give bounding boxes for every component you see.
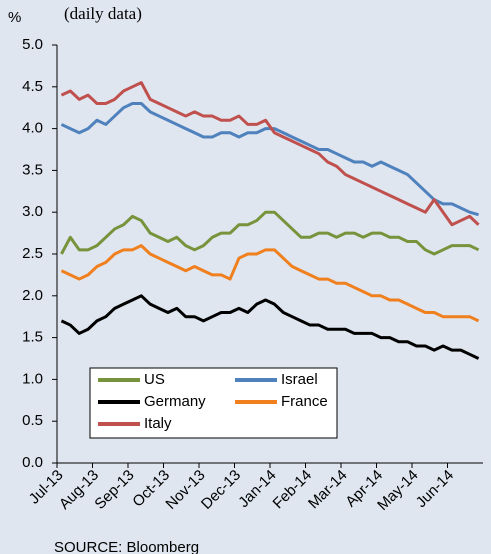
x-tick-label: Dec-13 <box>198 467 244 513</box>
x-tick-label: Jun-14 <box>413 467 457 511</box>
y-tick-label: 0.0 <box>22 454 43 471</box>
legend-label: France <box>281 393 328 410</box>
x-tick-label: Feb-14 <box>270 467 316 513</box>
y-tick-label: 5.0 <box>22 36 43 53</box>
series-line <box>60 81 480 227</box>
y-tick-label: 2.0 <box>22 287 43 304</box>
y-tick-label: 4.5 <box>22 78 43 95</box>
chart-subtitle: (daily data) <box>64 4 142 23</box>
source-note: SOURCE: Bloomberg <box>54 539 199 554</box>
y-tick-label: 1.5 <box>22 329 43 346</box>
series-line <box>60 102 479 217</box>
y-tick-label: 3.0 <box>22 203 43 220</box>
x-tick-label: May-14 <box>374 467 421 514</box>
legend-label: Italy <box>144 415 172 432</box>
legend-label: Germany <box>144 393 206 410</box>
series-line <box>60 244 480 323</box>
legend-label: US <box>144 371 165 388</box>
series-line <box>60 294 480 360</box>
y-tick-label: 2.5 <box>22 245 43 262</box>
y-tick-label: 3.5 <box>22 161 43 178</box>
y-unit: % <box>8 9 21 26</box>
series-line <box>60 210 480 256</box>
y-tick-label: 4.0 <box>22 120 43 137</box>
y-tick-label: 1.0 <box>22 370 43 387</box>
x-tick-label: Sep-13 <box>91 467 137 513</box>
legend-label: Israel <box>281 371 318 388</box>
x-tick-label: Mar-14 <box>305 467 351 513</box>
y-tick-label: 0.5 <box>22 412 43 429</box>
